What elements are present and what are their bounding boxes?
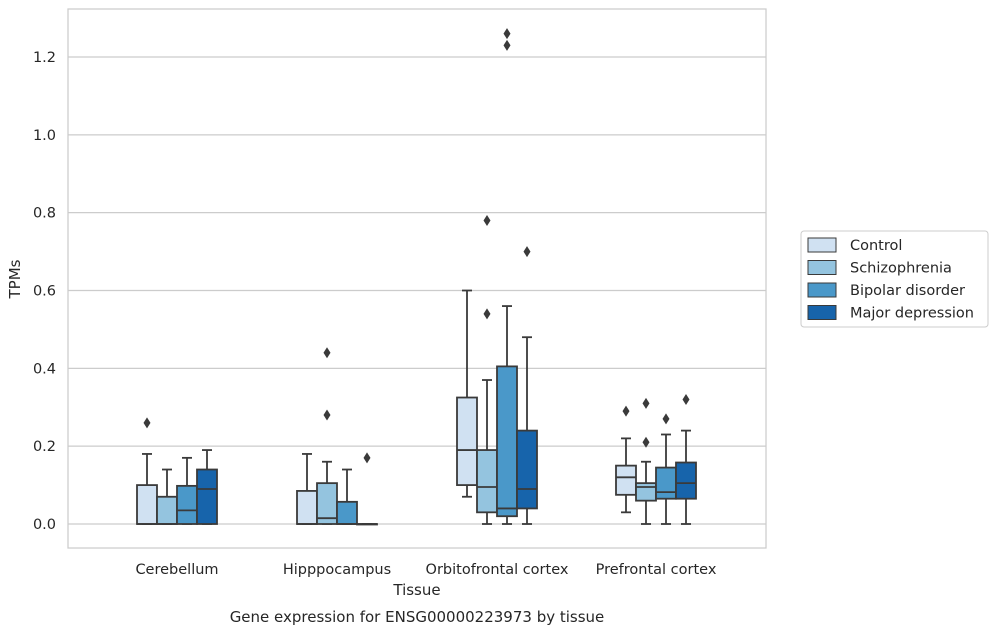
box-control [296,453,318,525]
box-iqr [456,396,478,486]
outlier-point [682,393,690,405]
outlier-point [503,28,511,40]
box-iqr [655,466,677,500]
outlier-point [622,405,630,417]
outlier-point [642,436,650,448]
y-tick-label: 0.2 [33,439,56,455]
outlier-point [323,409,331,421]
legend-label: Schizophrenia [850,261,952,277]
box-bipolar-disorder [496,28,518,525]
box-schizophrenia [635,397,657,525]
box-iqr [296,490,318,525]
legend-swatch [807,237,837,253]
grid-lines [68,56,766,525]
box-schizophrenia [316,347,338,525]
legend-label: Major depression [850,306,974,322]
y-tick-label: 1.2 [33,50,56,66]
outlier-point [662,413,670,425]
outlier-point [363,452,371,464]
y-axis-ticks: 0.0 0.2 0.4 0.6 0.8 1.0 1.2 [33,50,56,533]
box-iqr [516,429,538,510]
box-series [136,28,697,526]
box-schizophrenia [476,214,498,525]
chart-caption: Gene expression for ENSG00000223973 by t… [230,608,605,626]
plot-frame [67,8,767,549]
legend: Control Schizophrenia Bipolar disorder Majo… [800,230,989,328]
box-iqr [156,495,178,525]
box-major-depression [516,246,538,525]
box-control [136,417,158,525]
box-iqr [336,500,358,525]
outlier-point [143,417,151,429]
x-axis-ticks: Cerebellum Hipppocampus Orbitofrontal cort… [135,562,716,578]
outlier-point [503,39,511,51]
x-tick-label: Cerebellum [135,562,218,578]
x-tick-label: Orbitofrontal cortex [426,562,569,578]
x-tick-label: Prefrontal cortex [596,562,717,578]
outlier-point [523,246,531,258]
y-tick-label: 0.4 [33,361,56,377]
legend-frame [800,230,989,328]
box-major-depression [356,452,378,526]
box-iqr [615,464,637,496]
outlier-point [483,214,491,226]
box-major-depression [196,449,218,525]
x-tick-label: Hipppocampus [283,562,391,578]
box-bipolar-disorder [336,468,358,525]
outlier-point [642,397,650,409]
legend-label: Control [850,238,902,254]
box-iqr [196,468,218,525]
box-control [456,289,478,498]
box-iqr [675,461,697,500]
outlier-point [323,347,331,359]
y-tick-label: 0.0 [33,517,56,533]
legend-swatch [807,305,837,320]
y-tick-label: 0.8 [33,206,56,222]
legend-swatch [807,260,837,275]
box-bipolar-disorder [655,413,677,525]
box-iqr [496,365,518,518]
legend-swatch [807,282,837,298]
box-iqr [176,484,198,525]
y-tick-label: 0.6 [33,284,56,300]
y-axis-title: TPMs [6,259,24,299]
box-major-depression [675,393,697,525]
box-iqr [635,482,657,502]
x-axis-title: Tissue [392,581,440,599]
box-iqr [476,449,498,514]
box-bipolar-disorder [176,456,198,525]
box-schizophrenia [156,468,178,525]
box-iqr [136,484,158,525]
legend-label: Bipolar disorder [850,283,965,299]
y-tick-label: 1.0 [33,128,56,144]
outlier-point [483,308,491,320]
box-control [615,405,637,514]
